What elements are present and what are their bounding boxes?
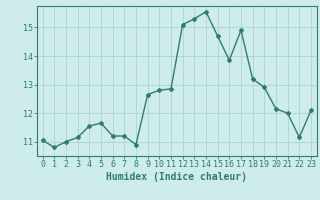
X-axis label: Humidex (Indice chaleur): Humidex (Indice chaleur) [106,172,247,182]
